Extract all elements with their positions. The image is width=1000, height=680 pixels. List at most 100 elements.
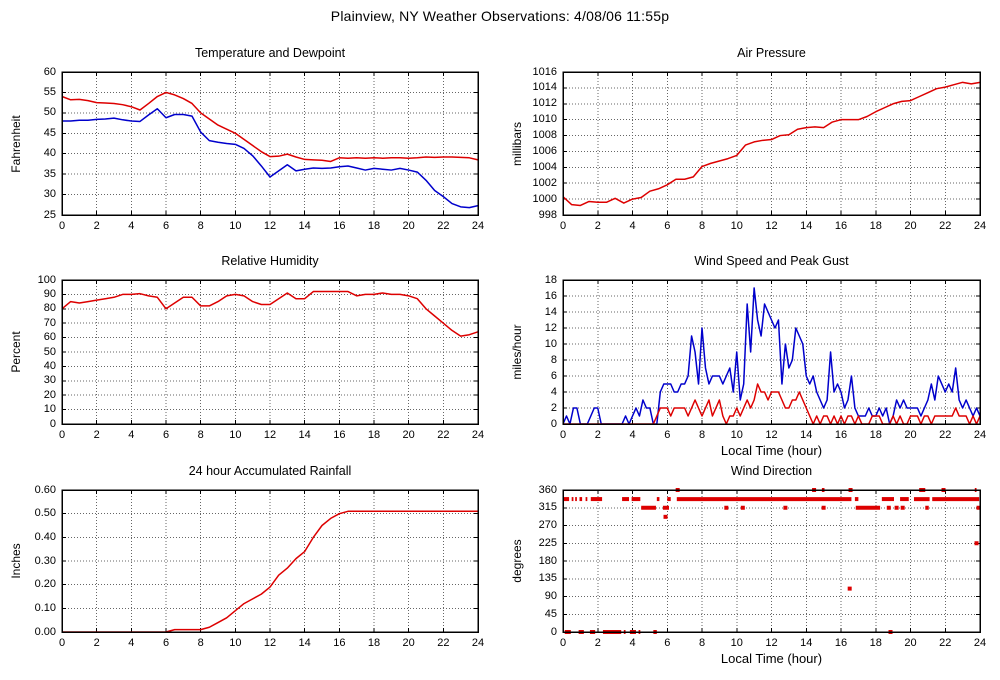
- y-tick-label: 8: [550, 353, 557, 366]
- x-tick-label: 4: [128, 429, 135, 441]
- y-tick-label: 1008: [532, 129, 557, 142]
- y-tick-label: 360: [538, 483, 557, 496]
- y-tick-label: 180: [538, 554, 557, 567]
- chart-accumulated-rainfall: 24 hour Accumulated Rainfall Inches 0.00…: [9, 464, 484, 649]
- page-title: Plainview, NY Weather Observations: 4/08…: [330, 8, 670, 24]
- plot-area: [61, 71, 479, 216]
- y-tick-label: 80: [43, 302, 56, 315]
- x-tick-label: 8: [698, 637, 706, 649]
- x-tick-label: 16: [834, 429, 848, 441]
- y-tick-label: 1010: [532, 113, 557, 126]
- x-tick-label: 4: [128, 220, 135, 232]
- y-tick-label: 20: [43, 388, 56, 401]
- x-tick-label: 18: [367, 429, 381, 441]
- y-tick-label: 40: [43, 147, 56, 160]
- x-tick-label: 0: [559, 637, 567, 649]
- chart-title: Air Pressure: [737, 46, 806, 60]
- y-tick-label: 50: [43, 106, 56, 119]
- x-tick-label: 2: [93, 220, 100, 232]
- y-tick-label: 12: [544, 321, 557, 334]
- plot-area: [562, 488, 981, 634]
- x-tick-label: 6: [664, 429, 671, 441]
- y-axis-label: Percent: [9, 331, 23, 373]
- x-tick-label: 6: [664, 220, 671, 232]
- x-tick-label: 4: [629, 220, 636, 232]
- x-tick-label: 18: [869, 220, 882, 232]
- x-tick-label: 2: [594, 637, 601, 649]
- y-tick-label: 18: [544, 273, 557, 286]
- y-tick-label: 55: [43, 85, 56, 98]
- y-tick-label: 2: [550, 401, 557, 414]
- y-tick-label: 10: [544, 337, 557, 350]
- x-tick-label: 8: [197, 220, 204, 232]
- y-tick-label: 45: [43, 126, 56, 139]
- y-tick-label: 14: [544, 305, 557, 318]
- y-tick-label: 30: [43, 188, 56, 201]
- x-tick-label: 14: [298, 429, 311, 441]
- x-tick-label: 8: [698, 429, 706, 441]
- x-tick-label: 12: [263, 637, 277, 649]
- y-tick-label: 6: [550, 369, 557, 382]
- y-tick-label: 4: [550, 385, 557, 398]
- y-tick-label: 30: [43, 374, 56, 387]
- y-tick-label: 0: [550, 625, 557, 638]
- x-tick-label: 14: [800, 637, 813, 649]
- x-tick-label: 12: [765, 637, 778, 649]
- y-tick-label: 60: [43, 65, 56, 78]
- x-tick-label: 12: [765, 220, 778, 232]
- y-tick-label: 0: [49, 417, 56, 430]
- x-tick-label: 0: [58, 637, 66, 649]
- y-tick-label: 0.40: [34, 530, 56, 543]
- x-tick-label: 10: [229, 220, 242, 232]
- x-tick-label: 20: [402, 429, 415, 441]
- x-tick-label: 10: [730, 637, 743, 649]
- y-tick-label: 315: [538, 501, 557, 514]
- y-tick-label: 0.60: [34, 483, 56, 496]
- x-tick-label: 20: [904, 220, 917, 232]
- chart-title: Temperature and Dewpoint: [194, 46, 346, 60]
- x-tick-label: 16: [834, 637, 848, 649]
- x-tick-label: 8: [197, 429, 204, 441]
- x-tick-label: 24: [471, 637, 485, 649]
- x-tick-label: 22: [437, 429, 450, 441]
- x-tick-label: 12: [765, 429, 778, 441]
- y-tick-label: 0: [550, 417, 557, 430]
- x-tick-label: 14: [800, 220, 813, 232]
- y-tick-label: 1004: [532, 160, 557, 173]
- x-tick-label: 6: [162, 220, 170, 232]
- x-tick-label: 24: [973, 220, 987, 232]
- x-tick-label: 10: [229, 429, 242, 441]
- y-tick-label: 0.00: [34, 625, 56, 638]
- x-tick-label: 6: [162, 429, 170, 441]
- x-tick-label: 22: [939, 220, 952, 232]
- plot-area: [61, 279, 479, 425]
- chart-temperature-dewpoint: Temperature and Dewpoint Fahrenheit 25 30…: [9, 46, 484, 232]
- y-tick-label: 100: [37, 273, 56, 286]
- x-tick-label: 10: [730, 429, 743, 441]
- x-tick-label: 18: [367, 220, 381, 232]
- x-axis-label: Local Time (hour): [720, 651, 823, 666]
- x-tick-label: 6: [162, 637, 170, 649]
- y-axis-label: miles/hour: [510, 324, 524, 380]
- y-tick-label: 1012: [532, 97, 557, 110]
- y-tick-label: 16: [544, 289, 557, 302]
- y-axis-label: millibars: [510, 121, 524, 166]
- x-tick-label: 2: [594, 429, 601, 441]
- x-tick-label: 16: [333, 637, 346, 649]
- x-tick-label: 22: [939, 637, 952, 649]
- x-tick-label: 4: [629, 429, 636, 441]
- x-tick-label: 14: [298, 220, 311, 232]
- x-tick-label: 24: [973, 429, 987, 441]
- x-tick-label: 2: [594, 220, 601, 232]
- x-axis-label: Local Time (hour): [720, 443, 823, 458]
- x-tick-label: 14: [298, 637, 311, 649]
- plot-area: [562, 71, 981, 216]
- y-tick-label: 90: [544, 590, 557, 602]
- x-tick-label: 0: [559, 220, 567, 232]
- x-tick-label: 4: [629, 637, 636, 649]
- y-tick-label: 40: [43, 359, 56, 372]
- x-tick-label: 0: [58, 220, 66, 232]
- x-tick-label: 14: [800, 429, 813, 441]
